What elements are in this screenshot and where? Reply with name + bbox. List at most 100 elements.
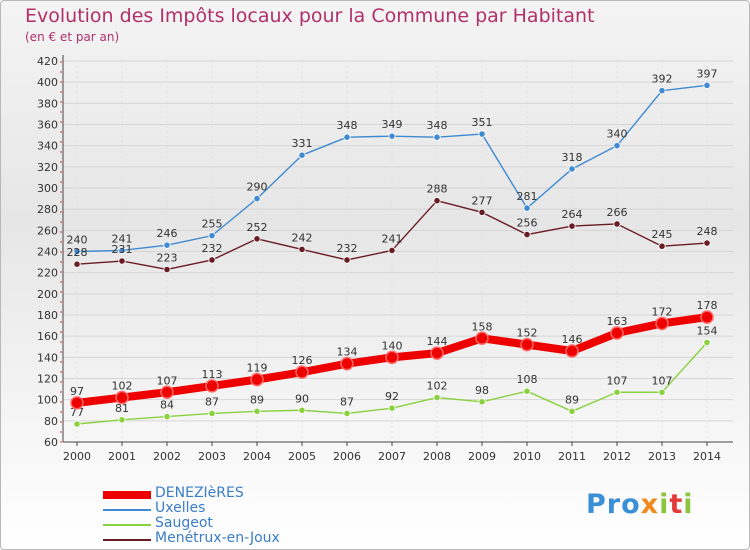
legend-swatch bbox=[103, 509, 151, 511]
y-tick-label: 180 bbox=[37, 309, 58, 322]
data-label: 107 bbox=[157, 374, 178, 387]
data-point bbox=[613, 142, 621, 150]
chart-title: Evolution des Impôts locaux pour la Comm… bbox=[25, 5, 595, 27]
data-label: 397 bbox=[697, 67, 718, 80]
data-label: 256 bbox=[517, 217, 538, 230]
data-label: 87 bbox=[205, 395, 219, 408]
data-label: 90 bbox=[295, 392, 309, 405]
data-label: 340 bbox=[607, 128, 628, 141]
data-point bbox=[613, 388, 621, 396]
data-point bbox=[658, 388, 666, 396]
data-label: 242 bbox=[292, 231, 313, 244]
data-label: 348 bbox=[337, 119, 358, 132]
y-tick-label: 220 bbox=[37, 267, 58, 280]
data-point bbox=[298, 406, 306, 414]
x-tick-label: 2009 bbox=[468, 450, 496, 463]
data-label: 140 bbox=[382, 339, 403, 352]
data-label: 241 bbox=[382, 232, 403, 245]
x-tick-label: 2000 bbox=[63, 450, 91, 463]
data-label: 152 bbox=[517, 327, 538, 340]
data-label: 232 bbox=[202, 242, 223, 255]
data-point bbox=[208, 256, 216, 264]
legend-label: Uxelles bbox=[155, 500, 206, 516]
data-label: 146 bbox=[562, 333, 583, 346]
data-point bbox=[568, 165, 576, 173]
data-label: 172 bbox=[652, 305, 673, 318]
data-point bbox=[388, 404, 396, 412]
data-point bbox=[433, 197, 441, 205]
data-point bbox=[703, 239, 711, 247]
data-point bbox=[433, 133, 441, 141]
legend-swatch bbox=[103, 539, 151, 541]
x-tick-label: 2002 bbox=[153, 450, 181, 463]
y-tick-label: 280 bbox=[37, 203, 58, 216]
x-tick-label: 2007 bbox=[378, 450, 406, 463]
y-tick-label: 420 bbox=[37, 55, 58, 68]
data-label: 89 bbox=[565, 393, 579, 406]
x-tick-label: 2011 bbox=[558, 450, 586, 463]
data-label: 107 bbox=[607, 374, 628, 387]
y-tick-label: 240 bbox=[37, 246, 58, 259]
data-point bbox=[385, 350, 399, 365]
legend-label: Saugeot bbox=[155, 515, 213, 531]
data-label: 102 bbox=[112, 380, 133, 393]
data-label: 277 bbox=[472, 194, 493, 207]
data-point bbox=[250, 372, 264, 387]
x-tick-label: 2005 bbox=[288, 450, 316, 463]
data-point bbox=[523, 230, 531, 239]
data-label: 245 bbox=[652, 228, 673, 241]
data-label: 77 bbox=[70, 406, 84, 419]
y-tick-label: 100 bbox=[37, 394, 58, 407]
data-point bbox=[115, 390, 129, 405]
y-tick-label: 320 bbox=[37, 161, 58, 174]
y-tick-label: 400 bbox=[37, 76, 58, 89]
y-tick-label: 300 bbox=[37, 182, 58, 195]
data-point bbox=[118, 416, 126, 424]
data-label: 178 bbox=[697, 299, 718, 312]
data-label: 281 bbox=[517, 190, 538, 203]
data-point bbox=[430, 346, 444, 360]
data-point bbox=[520, 337, 534, 352]
data-point bbox=[163, 241, 171, 249]
data-label: 126 bbox=[292, 354, 313, 367]
data-point bbox=[610, 326, 624, 340]
data-point bbox=[253, 194, 261, 203]
data-label: 92 bbox=[385, 390, 399, 403]
data-point bbox=[478, 398, 486, 406]
data-label: 318 bbox=[562, 151, 583, 164]
data-label: 154 bbox=[697, 325, 718, 338]
data-point bbox=[613, 220, 621, 228]
data-label: 255 bbox=[202, 218, 223, 231]
data-label: 288 bbox=[427, 183, 448, 196]
data-label: 113 bbox=[202, 368, 223, 381]
data-label: 231 bbox=[112, 243, 133, 256]
x-tick-label: 2014 bbox=[693, 450, 721, 463]
x-tick-label: 2008 bbox=[423, 450, 451, 463]
data-label: 108 bbox=[517, 373, 538, 386]
data-label: 98 bbox=[475, 384, 489, 397]
data-point bbox=[73, 260, 81, 268]
data-point bbox=[253, 235, 261, 243]
data-point bbox=[700, 310, 714, 324]
data-point bbox=[253, 407, 261, 415]
data-point bbox=[73, 420, 81, 428]
data-label: 102 bbox=[427, 380, 448, 393]
data-point bbox=[565, 344, 579, 358]
y-tick-label: 360 bbox=[37, 119, 58, 132]
data-point bbox=[658, 242, 666, 250]
data-label: 246 bbox=[157, 227, 178, 240]
data-label: 264 bbox=[562, 208, 583, 221]
data-label: 89 bbox=[250, 393, 264, 406]
data-point bbox=[343, 409, 351, 418]
data-point bbox=[163, 412, 171, 421]
data-label: 163 bbox=[607, 315, 628, 328]
y-tick-label: 80 bbox=[44, 415, 58, 428]
data-point bbox=[160, 385, 174, 400]
x-tick-label: 2004 bbox=[243, 450, 271, 463]
y-tick-label: 340 bbox=[37, 140, 58, 153]
data-label: 228 bbox=[67, 246, 88, 259]
data-point bbox=[343, 133, 351, 141]
data-label: 331 bbox=[292, 137, 313, 150]
data-label: 97 bbox=[70, 385, 84, 398]
